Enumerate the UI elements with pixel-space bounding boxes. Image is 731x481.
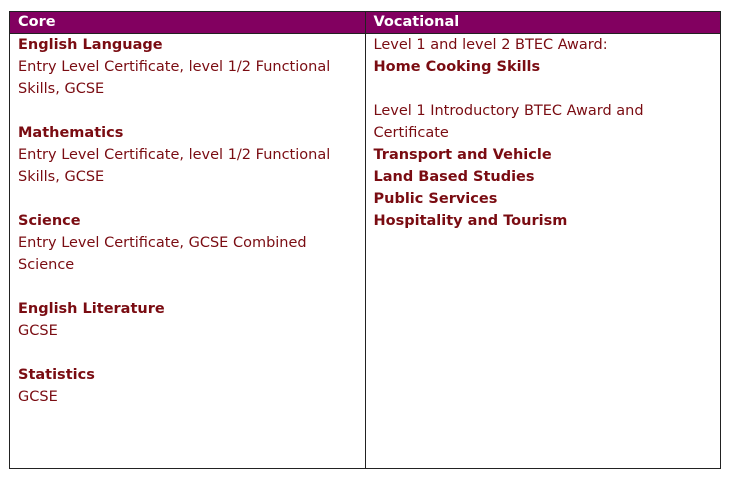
- subject-detail: GCSE: [18, 323, 58, 339]
- subject-detail: Entry Level Certificate, level 1/2 Funct…: [18, 59, 331, 75]
- subject-title: Science: [18, 213, 81, 229]
- core-subject: Statistics GCSE: [18, 364, 357, 408]
- header-core: Core: [9, 11, 366, 34]
- vocational-column: Level 1 and level 2 BTEC Award: Home Coo…: [364, 33, 721, 469]
- subject-detail: Science: [18, 257, 75, 273]
- group-intro: Certificate: [373, 125, 449, 141]
- vocational-course: Land Based Studies: [373, 169, 535, 185]
- group-intro: Level 1 and level 2 BTEC Award:: [373, 37, 608, 53]
- core-subject: English Literature GCSE: [18, 298, 357, 342]
- core-subject: Mathematics Entry Level Certificate, lev…: [18, 122, 357, 188]
- subject-title: English Language: [18, 37, 163, 53]
- subject-detail: Entry Level Certificate, GCSE Combined: [18, 235, 307, 251]
- subject-detail: GCSE: [18, 389, 58, 405]
- subject-title: Mathematics: [18, 125, 124, 141]
- core-subject: English Language Entry Level Certificate…: [18, 34, 357, 100]
- subject-detail: Skills, GCSE: [18, 81, 105, 97]
- core-column: English Language Entry Level Certificate…: [9, 33, 366, 469]
- vocational-course: Transport and Vehicle: [373, 147, 552, 163]
- subject-detail: Skills, GCSE: [18, 169, 105, 185]
- vocational-course: Public Services: [373, 191, 498, 207]
- courses-table: Core Vocational English Language Entry L…: [9, 11, 721, 469]
- core-subject: Science Entry Level Certificate, GCSE Co…: [18, 210, 357, 276]
- vocational-course: Home Cooking Skills: [373, 59, 541, 75]
- subject-title: Statistics: [18, 367, 95, 383]
- header-vocational: Vocational: [364, 11, 721, 34]
- vocational-course: Hospitality and Tourism: [373, 213, 568, 229]
- subject-detail: Entry Level Certificate, level 1/2 Funct…: [18, 147, 331, 163]
- subject-title: English Literature: [18, 301, 165, 317]
- group-intro: Level 1 Introductory BTEC Award and: [373, 103, 644, 119]
